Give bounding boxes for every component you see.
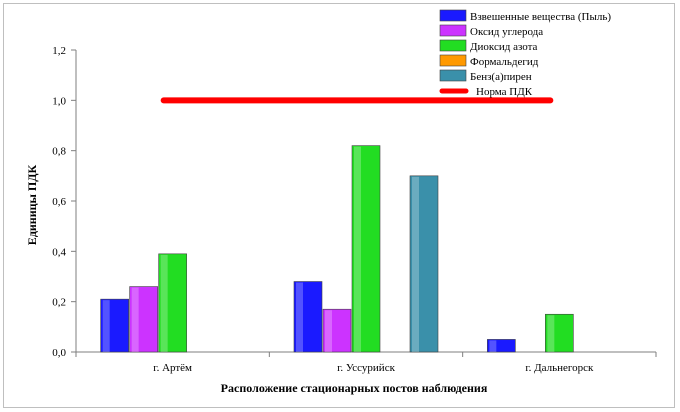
bar-body: [545, 313, 574, 353]
legend-label: Взвешенные вещества (Пыль): [470, 11, 611, 23]
bar: [545, 313, 574, 353]
y-axis: 0,0 0,2 0,4 0,6 0,8 1,0 1,2: [52, 45, 77, 359]
legend-swatch: [439, 54, 467, 67]
legend-item: Оксид углерода: [439, 24, 543, 38]
bar-highlight: [489, 340, 497, 352]
y-tick-label: 1,0: [52, 95, 66, 107]
bar: [100, 298, 129, 353]
legend-item: Формальдегид: [439, 54, 539, 68]
legend-label: Формальдегид: [470, 56, 539, 68]
bar-body: [322, 308, 352, 353]
bar-body: [351, 145, 381, 353]
legend-swatch: [439, 9, 467, 22]
legend-label: Оксид углерода: [470, 26, 543, 38]
legend-item: Норма ПДК: [439, 86, 533, 98]
bar-highlight: [131, 287, 139, 352]
bar-highlight: [412, 176, 419, 352]
bar: [409, 175, 439, 353]
y-tick-label: 0,4: [52, 246, 66, 258]
bar-body: [487, 339, 516, 353]
bar: [293, 281, 323, 353]
x-tick-label: г. Уссурийск: [337, 362, 396, 374]
bar-body: [158, 253, 187, 353]
y-tick-label: 0,6: [52, 196, 66, 208]
bars: [100, 145, 574, 353]
y-axis-title: Единицы ПДК: [25, 165, 39, 246]
bar: [322, 308, 352, 353]
bar-highlight: [325, 310, 332, 352]
bar-body: [409, 175, 439, 353]
bar: [158, 253, 187, 353]
legend-label: Диоксид азота: [470, 41, 538, 53]
x-axis: г. Артём г. Уссурийск г. Дальнегорск: [75, 351, 657, 374]
legend: Взвешенные вещества (Пыль) Оксид углерода…: [439, 9, 611, 98]
bar: [129, 286, 158, 353]
legend-swatch: [439, 69, 467, 82]
legend-swatch: [439, 24, 467, 37]
legend-swatch: [439, 39, 467, 52]
bar-highlight: [160, 254, 168, 352]
legend-label: Бенз(а)пирен: [470, 71, 532, 83]
bar: [487, 339, 516, 353]
bar-body: [293, 281, 323, 353]
bar-body: [129, 286, 158, 353]
legend-item: Бенз(а)пирен: [439, 69, 532, 83]
bar-highlight: [102, 300, 110, 352]
x-tick-label: г. Дальнегорск: [525, 362, 594, 374]
x-tick-label: г. Артём: [153, 362, 192, 374]
y-tick-label: 0,0: [52, 347, 66, 359]
x-axis-title: Расположение стационарных постов наблюде…: [221, 381, 488, 395]
legend-item: Диоксид азота: [439, 39, 538, 53]
y-tick-label: 0,2: [52, 297, 66, 309]
bar: [351, 145, 381, 353]
legend-label: Норма ПДК: [476, 86, 533, 98]
bar-highlight: [296, 282, 303, 352]
legend-item: Взвешенные вещества (Пыль): [439, 9, 611, 23]
bar-body: [100, 298, 129, 353]
bar-highlight: [547, 315, 555, 352]
bar-highlight: [354, 146, 361, 352]
y-tick-label: 1,2: [52, 45, 66, 57]
y-tick-label: 0,8: [52, 146, 66, 158]
